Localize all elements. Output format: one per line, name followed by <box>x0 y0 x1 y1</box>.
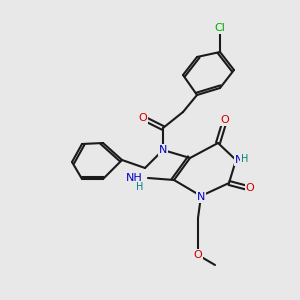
Text: Cl: Cl <box>214 23 225 33</box>
Text: O: O <box>194 250 202 260</box>
Text: O: O <box>139 113 147 123</box>
Text: O: O <box>220 115 230 125</box>
Text: N: N <box>197 192 205 202</box>
Text: NH: NH <box>126 173 143 183</box>
Text: H: H <box>136 182 143 192</box>
Text: N: N <box>235 155 243 165</box>
Text: H: H <box>241 154 248 164</box>
Text: O: O <box>246 183 254 193</box>
Text: N: N <box>159 145 167 155</box>
